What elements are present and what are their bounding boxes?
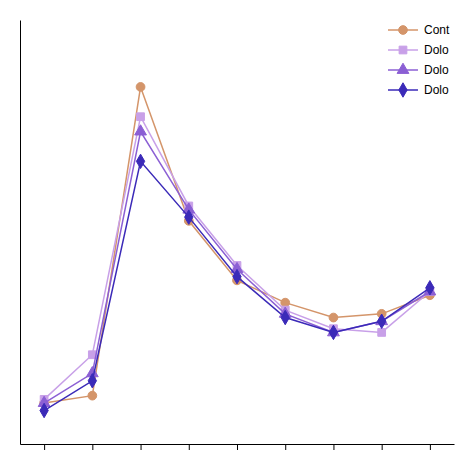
x-tick [285,444,286,450]
plot: Cont Dolo Dolo Dolo [21,21,455,451]
x-tick [382,444,383,450]
series-line [44,161,430,410]
x-tick-mark [141,444,142,450]
x-tick [189,444,190,450]
series-point [136,83,145,92]
x-tick-mark [430,444,431,450]
x-tick-mark [44,444,45,450]
series-point [136,154,144,168]
series-point [88,391,97,400]
legend-label: Dolo [424,43,449,57]
legend-item: Dolo [388,63,449,77]
series-point [135,125,147,135]
legend-item: Dolo [388,83,449,97]
series-point [329,325,337,339]
x-tick-mark [189,444,190,450]
legend-marker [399,46,407,54]
legend-item: Cont [388,23,450,37]
x-tick-mark [333,444,334,450]
x-tick [141,444,142,450]
series-line [44,117,430,400]
series-point [185,210,193,224]
data-area [38,83,436,418]
series-point [281,310,289,324]
y-axis [20,21,21,445]
x-tick [92,444,93,450]
chart: Cont Dolo Dolo Dolo [0,0,474,474]
series-point [426,281,434,295]
legend-item: Dolo [388,43,449,57]
x-tick-mark [285,444,286,450]
x-tick [333,444,334,450]
series-point [378,314,386,328]
x-tick [237,444,238,450]
series-point [378,329,386,337]
legend-marker [399,83,407,97]
x-tick [430,444,431,450]
x-axis [21,444,455,450]
legend-marker [397,63,409,73]
y-axis-line [20,21,21,445]
legend-label: Cont [424,23,450,37]
series-line [44,132,430,404]
series-point [233,269,241,283]
series-point [88,374,96,388]
series-line [44,87,430,403]
series-point [137,113,145,121]
series-point [40,403,48,417]
legend: Cont Dolo Dolo Dolo [388,23,450,97]
series-point [281,298,290,307]
x-tick-mark [237,444,238,450]
x-tick-mark [92,444,93,450]
series-point [329,313,338,322]
legend-label: Dolo [424,63,449,77]
legend-label: Dolo [424,83,449,97]
legend-marker [399,26,408,35]
x-tick [44,444,45,450]
x-tick-mark [382,444,383,450]
